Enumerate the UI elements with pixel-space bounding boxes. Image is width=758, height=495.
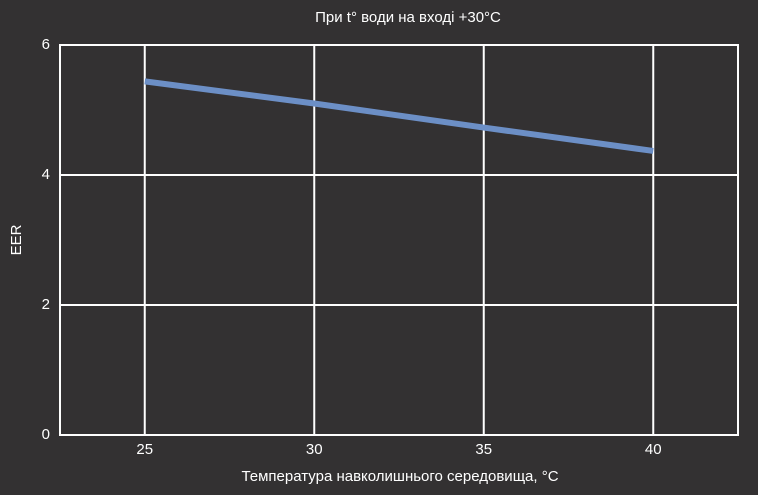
chart-title: При t° води на вході +30°C: [315, 9, 501, 26]
x-tick-label: 25: [136, 441, 153, 458]
y-tick-label: 4: [42, 166, 50, 183]
x-tick-label: 30: [306, 441, 323, 458]
data-line: [144, 78, 654, 154]
x-axis-label: Температура навколишнього середовища, °C: [241, 468, 558, 485]
y-tick-label: 2: [42, 296, 50, 313]
y-tick-label: 0: [42, 426, 50, 443]
y-axis-label: EER: [8, 224, 25, 255]
y-tick-label: 6: [42, 36, 50, 53]
x-tick-label: 35: [475, 441, 492, 458]
x-tick-label: 40: [645, 441, 662, 458]
